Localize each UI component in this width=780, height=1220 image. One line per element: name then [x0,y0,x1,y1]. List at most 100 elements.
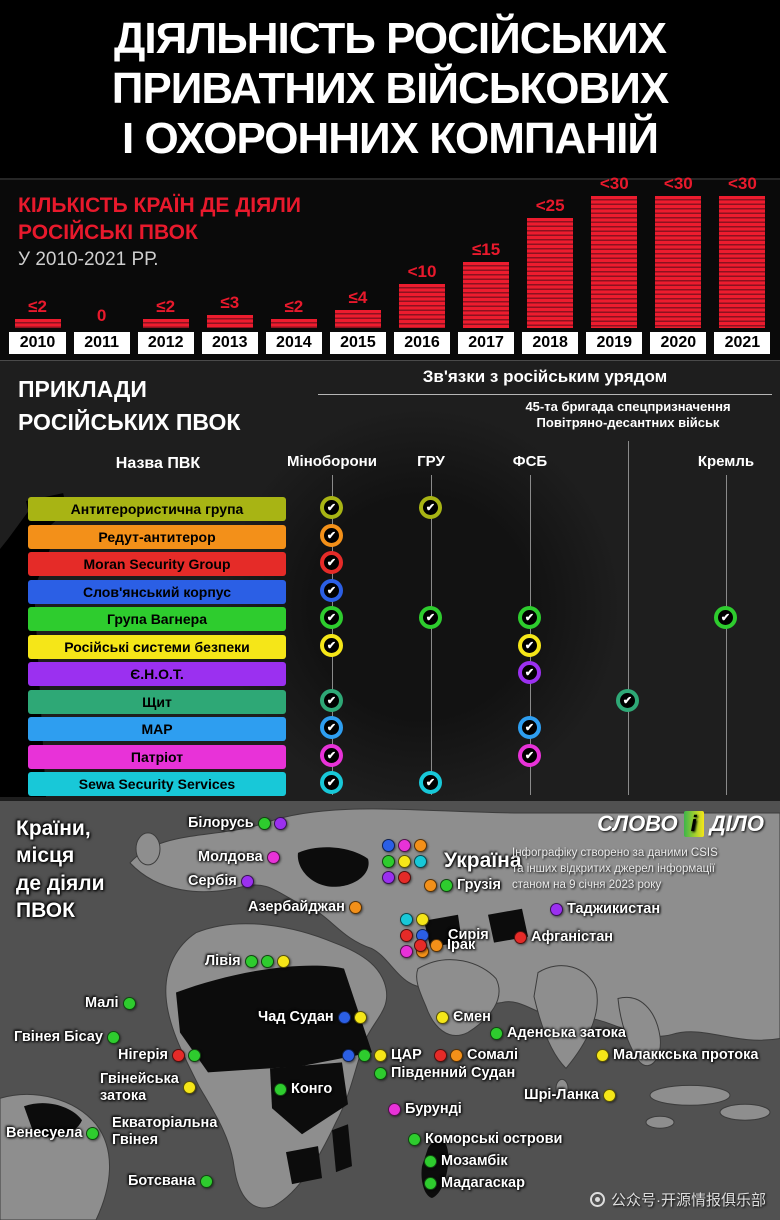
logo-part-i: і [683,811,704,837]
year-label: 2019 [586,332,643,354]
year-label: 2015 [329,332,386,354]
pmc-row: Moran Security Group [28,552,286,576]
dot-cluster [244,954,290,968]
map-dot [416,913,429,926]
column-header: Кремль [697,453,755,470]
map-label-text: Таджикистан [567,901,661,917]
chart-bar [399,284,445,328]
map-dot [424,878,437,892]
logo-part-dilo: ДІЛО [709,811,764,836]
page-title-line3: І ОХОРОННИХ КОМПАНІЙ [122,113,659,163]
year-label: 2011 [73,332,130,354]
map-label: Чад Судан [258,1009,367,1026]
map-dot [434,1048,447,1062]
check-icon: ✔ [320,496,343,519]
map-dot [342,1048,355,1062]
chart-title-line2: РОСІЙСЬКІ ПВОК [18,221,198,245]
column-line [431,475,432,795]
dot-cluster [436,1010,449,1024]
chart-subtitle: У 2010-2021 РР. [18,248,159,270]
map-dot [450,1048,463,1062]
dot-cluster [434,1048,463,1062]
map-label-text: Азербайджан [248,899,345,915]
chart-column: <10 2016 [392,262,451,354]
chart-column: 0 2011 [72,306,131,354]
dot-cluster [388,1102,401,1116]
bar-value-label: <10 [407,262,437,281]
column-line [726,475,727,795]
map-dot [408,1132,421,1146]
map-dot [382,839,395,852]
pmc-row: Sewa Security Services [28,772,286,796]
map-dot [400,913,413,926]
bar-value-label: ≤3 [220,293,240,312]
dot-cluster [240,874,254,888]
government-links-title: Зв'язки з російським урядом [318,367,772,395]
map-label-text: Мадагаскар [441,1175,525,1191]
map-label-text: Шрі-Ланка [524,1087,599,1103]
pmc-row: Патріот [28,744,286,769]
column-header: Міноборони [287,453,377,470]
bar-value-label: ≤4 [348,288,368,307]
watermark: 公众号·开源情报俱乐部 [590,1189,766,1210]
map-label: Ірак [414,937,475,954]
check-icon: ✔ [714,606,737,629]
map-dot [122,996,136,1010]
map-label: Лівія [205,953,290,970]
map-dot [424,1176,437,1190]
bar-value-label: ≤2 [284,297,304,316]
map-label-text: Чад Судан [258,1009,334,1025]
slovo-i-dilo-logo: СЛОВО і ДІЛО [597,811,764,837]
map-label: Малаккська протока [596,1047,758,1064]
bar-value-label: 0 [96,306,107,325]
pmc-row: МАР [28,717,286,741]
logo-part-slovo: СЛОВО [597,811,678,836]
map-label: Коморські острови [408,1131,562,1148]
year-label: 2017 [458,332,515,354]
pmc-row: Група Вагнера [28,607,286,631]
column-header: ФСБ [512,453,548,470]
chart-bar [142,319,189,328]
map-dot [182,1081,196,1095]
column-header: ГРУ [417,453,445,470]
map-dot [424,1154,437,1168]
map-label-text: Екваторіальна Гвінея [112,1115,218,1148]
dot-cluster [266,850,280,864]
map-label: Молдова [198,849,280,866]
map-dot [266,850,280,864]
watermark-text: 公众号·开源情报俱乐部 [611,1192,766,1209]
map-dot [602,1088,616,1102]
map-label-text: Ботсвана [128,1173,196,1189]
map-dot [388,1102,401,1116]
chart-bar [270,319,317,328]
map-dot [436,1010,449,1024]
map-dot [273,816,287,830]
map-label: Таджикистан [550,901,660,918]
map-heading-line4: ПВОК [16,898,75,922]
dot-cluster [424,1176,437,1190]
map-label-text: Бурунді [405,1101,462,1117]
map-dot [440,878,453,892]
map-dot [400,945,413,958]
map-dot [86,1126,100,1140]
check-icon: ✔ [320,633,343,657]
map-label-text: Гвінейська затока [100,1071,179,1104]
map-dot [276,954,290,968]
map-label-text: Білорусь [188,815,254,831]
chart-bar [334,310,381,328]
check-icon: ✔ [419,606,442,629]
dot-cluster [86,1126,100,1140]
check-icon: ✔ [320,578,343,602]
dot-cluster [550,902,563,916]
map-dot [358,1048,371,1062]
chart-column: ≤3 2013 [200,293,259,354]
dot-cluster [199,1174,213,1188]
map-label-text: Нігерія [118,1047,168,1063]
map-label: Малі [85,995,136,1012]
watermark-icon [590,1192,605,1207]
dot-cluster [414,938,443,952]
check-icon: ✔ [419,771,442,794]
map-labels: Білорусь Молдова Україна Сербія Грузія Азерба… [0,801,780,1220]
column-line [628,441,629,795]
map-dot [490,1026,503,1040]
